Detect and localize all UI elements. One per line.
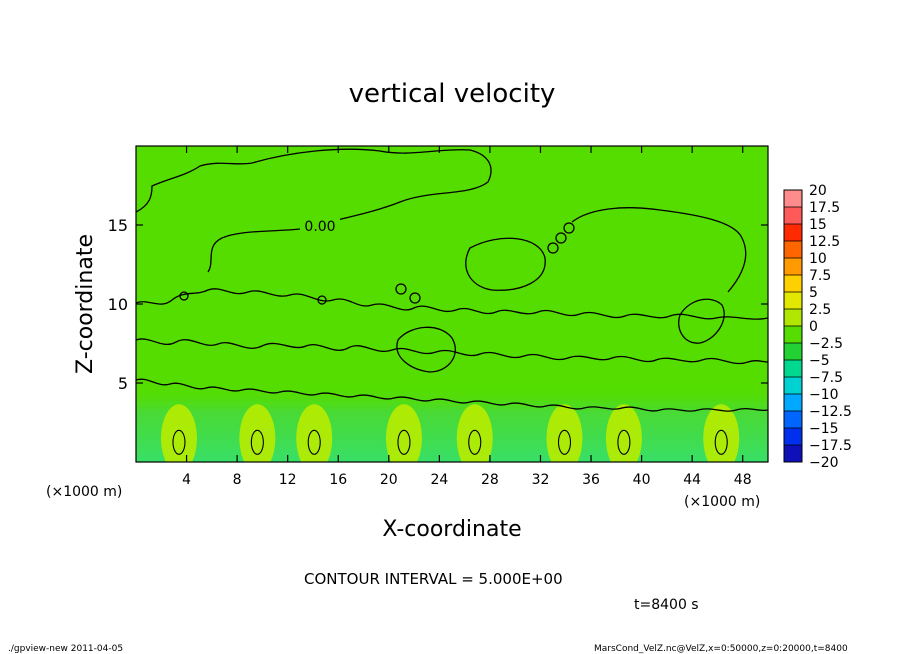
colorbar-label: −17.5 bbox=[809, 438, 852, 454]
colorbar-label: −10 bbox=[809, 387, 839, 403]
contour-band-3 bbox=[136, 378, 768, 412]
y-tick-label: 10 bbox=[108, 295, 128, 314]
updraft-contour bbox=[468, 429, 482, 455]
colorbar-label: 2.5 bbox=[809, 302, 831, 318]
y-axis: 5 10 15 bbox=[108, 216, 768, 393]
x-axis: 4 8 12 16 20 24 28 32 36 40 44 48 bbox=[182, 146, 752, 488]
colorbar-swatch bbox=[784, 394, 802, 412]
colorbar-swatch bbox=[784, 309, 802, 327]
contour-zero-upper bbox=[136, 148, 492, 273]
footer-right: MarsCond_VelZ.nc@VelZ,x=0:50000,z=0:2000… bbox=[594, 644, 848, 654]
contour-band-2 bbox=[136, 338, 768, 365]
updraft-column bbox=[160, 404, 197, 462]
colorbar-swatch bbox=[784, 224, 802, 242]
x-tick-label: 24 bbox=[430, 472, 448, 488]
contour-zero-upper-right bbox=[571, 207, 747, 293]
x-tick-label: 28 bbox=[481, 472, 499, 488]
colorbar-swatch bbox=[784, 258, 802, 276]
time-label: t=8400 s bbox=[634, 597, 699, 613]
colorbar-label: −2.5 bbox=[809, 336, 843, 352]
x-tick-label: 12 bbox=[279, 472, 297, 488]
updraft-column bbox=[385, 404, 422, 462]
updraft-column bbox=[546, 404, 583, 462]
x-tick-label: 8 bbox=[233, 472, 242, 488]
updraft-contour bbox=[557, 429, 572, 455]
colorbar-swatch bbox=[784, 377, 802, 395]
x-axis-label: X-coordinate bbox=[382, 517, 521, 542]
y-axis-label: Z-coordinate bbox=[73, 234, 98, 374]
updraft-contour bbox=[172, 429, 186, 455]
plot-area: 0.00 bbox=[136, 146, 768, 462]
updraft-column bbox=[296, 404, 333, 462]
colorbar-label: 15 bbox=[809, 217, 827, 233]
x-tick-label: 40 bbox=[633, 472, 651, 488]
footer-left: ./gpview-new 2011-04-05 bbox=[8, 644, 123, 654]
colorbar-swatch bbox=[784, 241, 802, 259]
updraft-column bbox=[703, 404, 740, 462]
updraft-contour bbox=[250, 429, 264, 455]
x-tick-label: 4 bbox=[182, 472, 191, 488]
updraft-contour bbox=[397, 429, 411, 455]
contour-blob-3 bbox=[396, 326, 456, 373]
x-tick-label: 44 bbox=[683, 472, 701, 488]
colorbar-swatch bbox=[784, 190, 802, 208]
colorbar-label: −7.5 bbox=[809, 370, 843, 386]
colorbar-swatch bbox=[784, 428, 802, 446]
contour-blob-1 bbox=[465, 237, 546, 291]
colorbar-swatch bbox=[784, 207, 802, 225]
updraft-contour bbox=[307, 429, 321, 455]
colorbar-label: 0 bbox=[809, 319, 818, 335]
colorbar-swatch bbox=[784, 275, 802, 293]
colorbar-label: −12.5 bbox=[809, 404, 852, 420]
colorbar-label: 12.5 bbox=[809, 234, 840, 250]
x-unit-right: (×1000 m) bbox=[684, 494, 760, 510]
colorbar-label: −15 bbox=[809, 421, 839, 437]
updraft-column bbox=[239, 404, 276, 462]
contour-band-1 bbox=[136, 288, 768, 320]
contour-label: 0.00 bbox=[304, 219, 335, 235]
colorbar-swatch bbox=[784, 445, 802, 463]
colorbar-label: −5 bbox=[809, 353, 830, 369]
x-tick-label: 48 bbox=[734, 472, 752, 488]
colorbar-label: 7.5 bbox=[809, 268, 831, 284]
colorbar-swatch bbox=[784, 292, 802, 310]
contour-label-bg bbox=[300, 218, 340, 234]
colorbar-swatch bbox=[784, 343, 802, 361]
updraft-contour bbox=[617, 429, 631, 455]
updraft-contour bbox=[714, 429, 728, 455]
colorbar-label: 10 bbox=[809, 251, 827, 267]
contour-interval: CONTOUR INTERVAL = 5.000E+00 bbox=[304, 570, 563, 588]
x-unit-left: (×1000 m) bbox=[46, 484, 122, 500]
y-tick-label: 5 bbox=[118, 374, 128, 393]
lower-layer-shading bbox=[136, 385, 768, 462]
x-tick-label: 16 bbox=[329, 472, 347, 488]
colorbar-label: 5 bbox=[809, 285, 818, 301]
colorbar: 2017.51512.5107.552.50−2.5−5−7.5−10−12.5… bbox=[783, 183, 852, 471]
colorbar-swatch bbox=[784, 360, 802, 378]
updraft-column bbox=[605, 404, 642, 462]
y-tick-label: 15 bbox=[108, 216, 128, 235]
updraft-column bbox=[456, 404, 493, 462]
colorbar-label: −20 bbox=[809, 455, 839, 471]
contour-lines bbox=[136, 148, 768, 412]
x-tick-label: 32 bbox=[532, 472, 550, 488]
colorbar-swatch bbox=[784, 411, 802, 429]
contour-blob-2 bbox=[678, 298, 725, 344]
chart-title: vertical velocity bbox=[349, 79, 556, 109]
x-tick-label: 20 bbox=[380, 472, 398, 488]
x-tick-label: 36 bbox=[582, 472, 600, 488]
colorbar-label: 20 bbox=[809, 183, 827, 199]
colorbar-label: 17.5 bbox=[809, 200, 840, 216]
updraft-group bbox=[160, 404, 740, 462]
contour-bubbles bbox=[179, 222, 575, 305]
colorbar-swatch bbox=[784, 326, 802, 344]
